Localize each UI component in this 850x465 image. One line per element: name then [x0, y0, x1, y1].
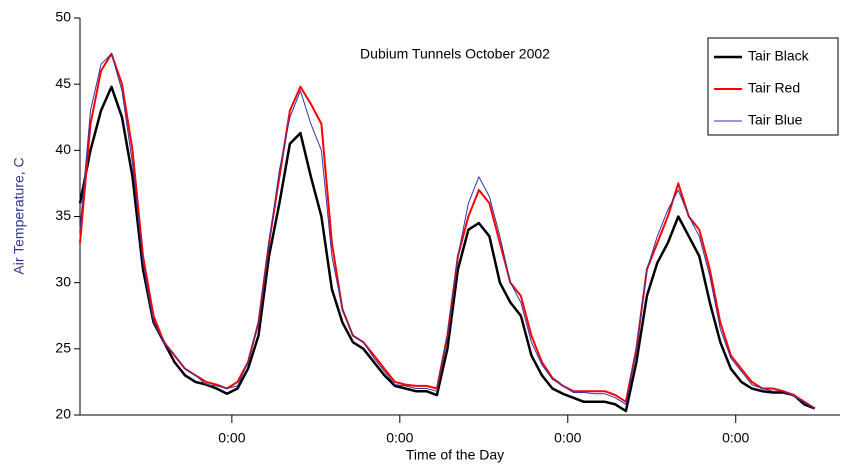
y-tick-label: 40 [55, 141, 71, 157]
y-axis-label: Air Temperature, C [11, 157, 27, 274]
x-tick-label: 0:00 [722, 430, 749, 446]
x-tick-label: 0:00 [386, 430, 413, 446]
legend-box [707, 37, 839, 136]
x-tick-label: 0:00 [554, 430, 581, 446]
y-tick-label: 30 [55, 273, 71, 289]
y-tick-label: 20 [55, 406, 71, 422]
y-tick-label: 35 [55, 207, 71, 223]
y-tick-label: 25 [55, 340, 71, 356]
series-line [79, 52, 816, 410]
series-line [78, 85, 816, 413]
legend-label: Tair Red [748, 80, 800, 96]
y-tick-label: 45 [55, 75, 71, 91]
legend-label: Tair Blue [748, 112, 803, 128]
x-axis-label: Time of the Day [406, 447, 504, 463]
chart-title: Dubium Tunnels October 2002 [360, 46, 550, 62]
x-tick-label: 0:00 [218, 430, 245, 446]
legend-label: Tair Black [748, 48, 810, 64]
y-tick-label: 50 [55, 9, 71, 25]
series-line [79, 53, 816, 409]
